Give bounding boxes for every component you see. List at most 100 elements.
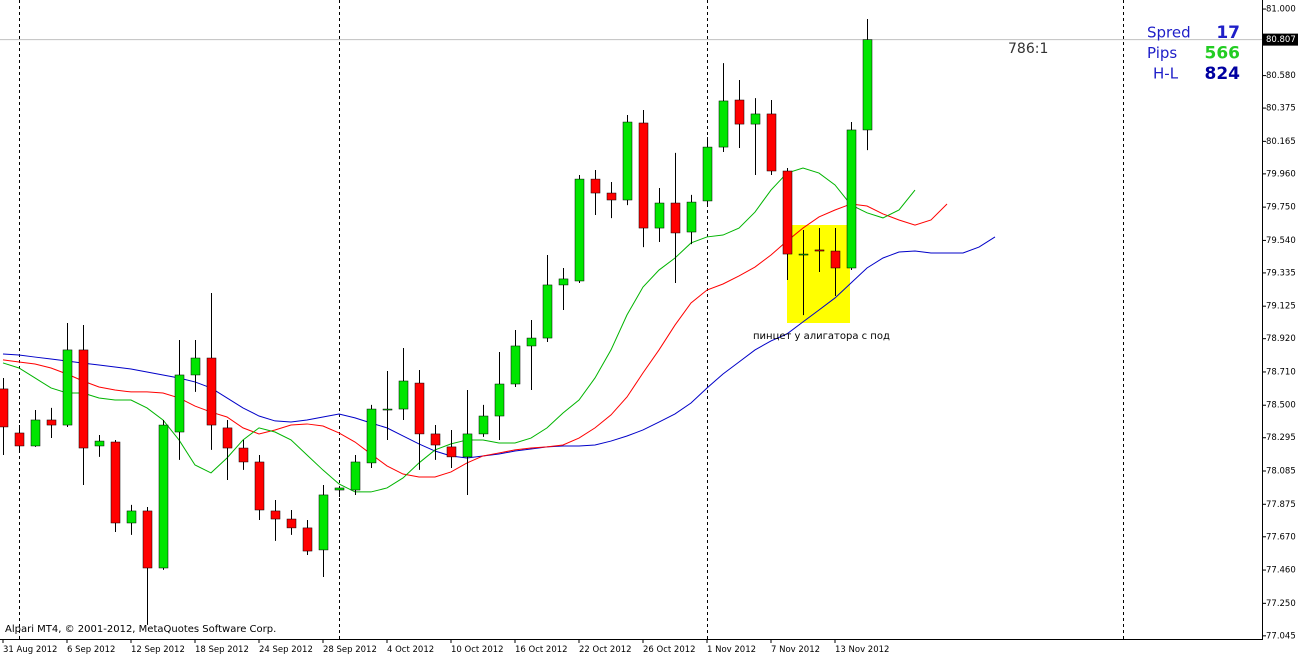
y-tick-label: 79.750 — [1266, 203, 1296, 213]
indicator-line — [2, 236, 996, 459]
x-tick-label: 7 Nov 2012 — [771, 645, 820, 655]
candle-body — [574, 178, 585, 282]
candle-body — [462, 433, 473, 458]
x-tick-label: 13 Nov 2012 — [835, 645, 889, 655]
candle-body — [174, 374, 185, 433]
y-tick-label: 77.875 — [1266, 500, 1296, 510]
candle-body — [78, 349, 89, 449]
x-tick-label: 16 Oct 2012 — [515, 645, 568, 655]
y-tick-label: 80.165 — [1266, 137, 1296, 147]
annotation: 786:1 — [1008, 41, 1048, 57]
x-tick-label: 1 Nov 2012 — [707, 645, 756, 655]
candle-body — [366, 408, 377, 464]
candle-body — [46, 419, 57, 426]
candle-body — [750, 113, 761, 125]
candle-body — [798, 253, 809, 256]
x-tick-label: 10 Oct 2012 — [451, 645, 504, 655]
last-price-box — [1263, 33, 1298, 46]
x-tick-label: 24 Sep 2012 — [259, 645, 313, 655]
candle-body — [238, 447, 249, 463]
candle-body — [62, 349, 73, 426]
candle-body — [126, 510, 137, 524]
candle-body — [190, 357, 201, 376]
candle-body — [814, 249, 825, 252]
candle-body — [542, 284, 553, 339]
candle-body — [270, 510, 281, 520]
annotation: пинцет у алигатора с под — [753, 331, 890, 342]
x-tick-label: 26 Oct 2012 — [643, 645, 696, 655]
candle-body — [686, 201, 697, 233]
y-tick-label: 79.960 — [1266, 169, 1296, 179]
candle-body — [142, 510, 153, 569]
y-tick-label: 80.375 — [1266, 104, 1296, 114]
y-tick-label: 80.580 — [1266, 71, 1296, 81]
y-tick-label: 78.085 — [1266, 467, 1296, 477]
candle-body — [350, 461, 361, 491]
y-tick-label: 79.125 — [1266, 302, 1296, 312]
candle-body — [158, 424, 169, 569]
candle-body — [670, 202, 681, 234]
highlight-rectangle — [787, 225, 850, 323]
candle-body — [318, 494, 329, 551]
candle-body — [478, 415, 489, 435]
candle-body — [30, 419, 41, 447]
y-tick-label: 78.710 — [1266, 367, 1296, 377]
candle-body — [334, 487, 345, 491]
candle-body — [14, 432, 25, 447]
y-tick-label: 77.670 — [1266, 532, 1296, 542]
candle-body — [254, 461, 265, 511]
y-tick-label: 79.335 — [1266, 268, 1296, 278]
info-label: H-L — [1153, 65, 1179, 83]
candle-body — [526, 337, 537, 347]
candle-body — [414, 382, 425, 435]
candle-body — [782, 170, 793, 255]
candle-body — [286, 518, 297, 529]
info-label: Pips — [1147, 44, 1177, 62]
candle-body — [206, 357, 217, 426]
last-price-label: 80.807 — [1266, 35, 1296, 45]
info-value: 566 — [1205, 44, 1241, 64]
candle-body — [494, 383, 505, 417]
candle-body — [558, 278, 569, 286]
y-tick-label: 78.295 — [1266, 433, 1296, 443]
y-tick-label: 77.460 — [1266, 566, 1296, 576]
candle-body — [430, 433, 441, 446]
x-tick-label: 22 Oct 2012 — [579, 645, 632, 655]
candle-body — [702, 146, 713, 202]
y-tick-label: 79.540 — [1266, 236, 1296, 246]
candle-body — [606, 192, 617, 201]
period-separators — [19, 0, 1124, 639]
candle-body — [590, 178, 601, 194]
candle-body — [0, 388, 9, 428]
candle-body — [302, 527, 313, 552]
info-panel: Spred 17 Pips 566 H-L 824 — [1147, 23, 1240, 84]
footer: Alpari MT4, © 2001-2012, MetaQuotes Soft… — [5, 624, 276, 635]
candle-body — [110, 441, 121, 524]
plot — [0, 19, 1262, 625]
candle-body — [830, 250, 841, 269]
info-label: Spred — [1147, 24, 1191, 42]
candle-body — [638, 122, 649, 229]
y-tick-label: 78.920 — [1266, 334, 1296, 344]
candle-body — [734, 99, 745, 125]
x-tick-label: 28 Sep 2012 — [323, 645, 377, 655]
candle-body — [766, 113, 777, 172]
candle-body — [222, 427, 233, 449]
x-tick-label: 18 Sep 2012 — [195, 645, 249, 655]
indicator-line — [2, 167, 916, 493]
candle-body — [862, 39, 873, 131]
y-tick-label: 77.045 — [1266, 631, 1296, 641]
candle-body — [94, 440, 105, 447]
x-tick-label: 6 Sep 2012 — [67, 645, 115, 655]
candle-body — [446, 446, 457, 458]
candle-body — [718, 100, 729, 148]
y-tick-label: 77.250 — [1266, 599, 1296, 609]
y-tick-label: 81.000 — [1266, 5, 1296, 15]
candle-body — [510, 345, 521, 385]
candle-body — [654, 202, 665, 229]
candle-body — [622, 121, 633, 201]
x-tick-label: 4 Oct 2012 — [387, 645, 434, 655]
